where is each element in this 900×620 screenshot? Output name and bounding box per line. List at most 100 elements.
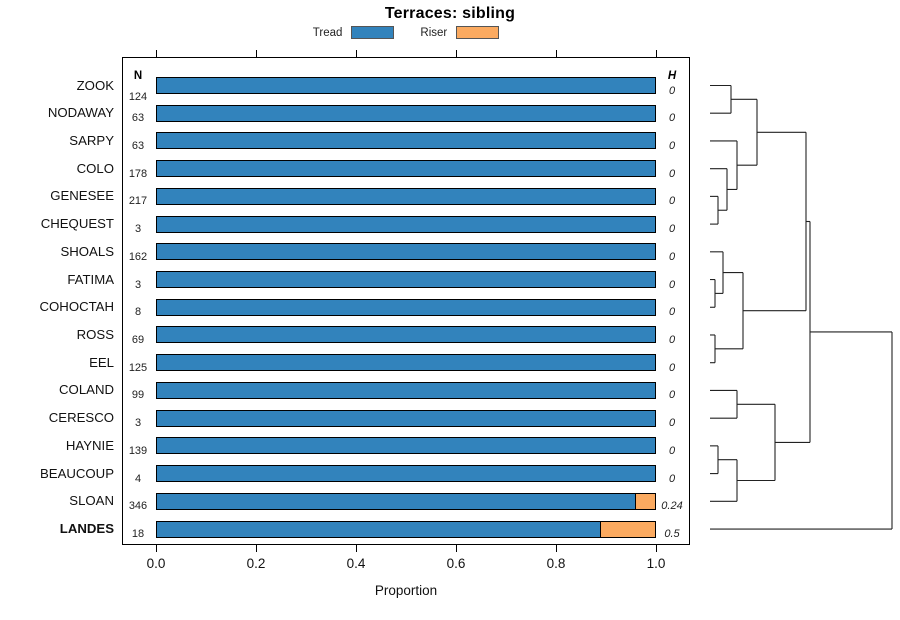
row-label: SLOAN xyxy=(69,493,114,509)
stacked-bar xyxy=(156,215,656,233)
h-value: 0 xyxy=(668,417,676,430)
n-value: 63 xyxy=(131,112,145,125)
h-value: 0.5 xyxy=(664,528,680,541)
tread-segment xyxy=(156,77,656,94)
row-label: FATIMA xyxy=(67,271,114,287)
tread-segment xyxy=(156,354,656,372)
h-value: 0 xyxy=(668,139,676,152)
tread-segment xyxy=(156,271,656,289)
axis-tick-bottom xyxy=(656,545,657,552)
row-label: COLAND xyxy=(59,382,114,398)
h-value: 0 xyxy=(668,84,676,97)
stacked-bar xyxy=(156,354,656,372)
h-value: 0 xyxy=(668,112,676,125)
legend-item-riser: Riser xyxy=(420,26,500,39)
row-label: CHEQUEST xyxy=(40,216,114,232)
stacked-bar xyxy=(156,77,656,94)
n-value: 4 xyxy=(134,472,142,485)
n-value: 217 xyxy=(128,195,148,208)
tread-segment xyxy=(156,160,656,178)
tread-segment xyxy=(156,381,656,399)
riser-swatch xyxy=(456,26,500,39)
tread-segment xyxy=(156,243,656,261)
row-label: BEAUCOUP xyxy=(39,465,114,481)
axis-tick-bottom xyxy=(556,545,557,552)
legend-item-tread: Tread xyxy=(313,26,395,39)
plot-panel xyxy=(122,57,690,545)
h-value: 0 xyxy=(668,444,676,457)
n-value: 69 xyxy=(131,333,145,346)
stacked-bar xyxy=(156,409,656,427)
x-tick-label: 0.0 xyxy=(146,556,166,571)
stacked-bar xyxy=(156,160,656,178)
tread-segment xyxy=(156,187,656,205)
tread-swatch xyxy=(351,26,395,39)
x-tick-label: 1.0 xyxy=(646,556,666,571)
axis-tick-bottom xyxy=(156,545,157,552)
row-label: SARPY xyxy=(69,132,114,148)
h-value: 0 xyxy=(668,333,676,346)
x-axis-title: Proportion xyxy=(374,583,438,598)
h-value: 0.24 xyxy=(661,500,683,513)
row-label: ZOOK xyxy=(76,77,114,93)
tread-segment xyxy=(156,437,656,455)
stacked-bar xyxy=(156,243,656,261)
axis-tick-top xyxy=(156,50,157,57)
h-column-header: H xyxy=(667,70,677,82)
axis-tick-bottom xyxy=(456,545,457,552)
x-tick-label: 0.8 xyxy=(546,556,566,571)
axis-tick-top xyxy=(556,50,557,57)
chart-title: Terraces: sibling xyxy=(384,5,516,22)
n-value: 3 xyxy=(134,223,142,236)
tread-segment xyxy=(156,132,656,150)
h-value: 0 xyxy=(668,223,676,236)
n-value: 3 xyxy=(134,278,142,291)
h-value: 0 xyxy=(668,250,676,263)
row-label: COLO xyxy=(76,160,114,176)
stacked-bar xyxy=(156,520,656,538)
h-value: 0 xyxy=(668,389,676,402)
riser-segment xyxy=(635,492,656,510)
tread-segment xyxy=(156,409,656,427)
axis-tick-bottom xyxy=(256,545,257,552)
stacked-bar xyxy=(156,271,656,289)
n-value: 162 xyxy=(128,250,148,263)
stacked-bar xyxy=(156,132,656,150)
row-label: NODAWAY xyxy=(47,105,114,121)
axis-tick-bottom xyxy=(356,545,357,552)
h-value: 0 xyxy=(668,195,676,208)
n-value: 124 xyxy=(128,90,148,103)
x-tick-label: 0.6 xyxy=(446,556,466,571)
axis-tick-top xyxy=(456,50,457,57)
stacked-bar xyxy=(156,381,656,399)
row-label: GENESEE xyxy=(50,188,114,204)
n-value: 139 xyxy=(128,444,148,457)
riser-segment xyxy=(600,520,656,538)
stacked-bar xyxy=(156,437,656,455)
h-value: 0 xyxy=(668,361,676,374)
row-label: LANDES xyxy=(59,521,114,537)
row-label: COHOCTAH xyxy=(39,299,114,315)
stacked-bar xyxy=(156,298,656,316)
n-value: 3 xyxy=(134,417,142,430)
axis-tick-top xyxy=(256,50,257,57)
stacked-bar xyxy=(156,465,656,483)
tread-segment xyxy=(156,465,656,483)
n-value: 63 xyxy=(131,139,145,152)
row-label: ROSS xyxy=(76,326,114,342)
x-tick-label: 0.2 xyxy=(246,556,266,571)
n-value: 178 xyxy=(128,167,148,180)
x-tick-label: 0.4 xyxy=(346,556,366,571)
n-value: 18 xyxy=(131,528,145,541)
n-value: 8 xyxy=(134,306,142,319)
row-label: SHOALS xyxy=(60,243,114,259)
stacked-bar xyxy=(156,187,656,205)
n-value: 99 xyxy=(131,389,145,402)
n-value: 125 xyxy=(128,361,148,374)
stacked-bar xyxy=(156,492,656,510)
row-label: CERESCO xyxy=(48,410,114,426)
legend-label-riser: Riser xyxy=(420,26,448,39)
legend: Tread Riser xyxy=(122,26,690,39)
